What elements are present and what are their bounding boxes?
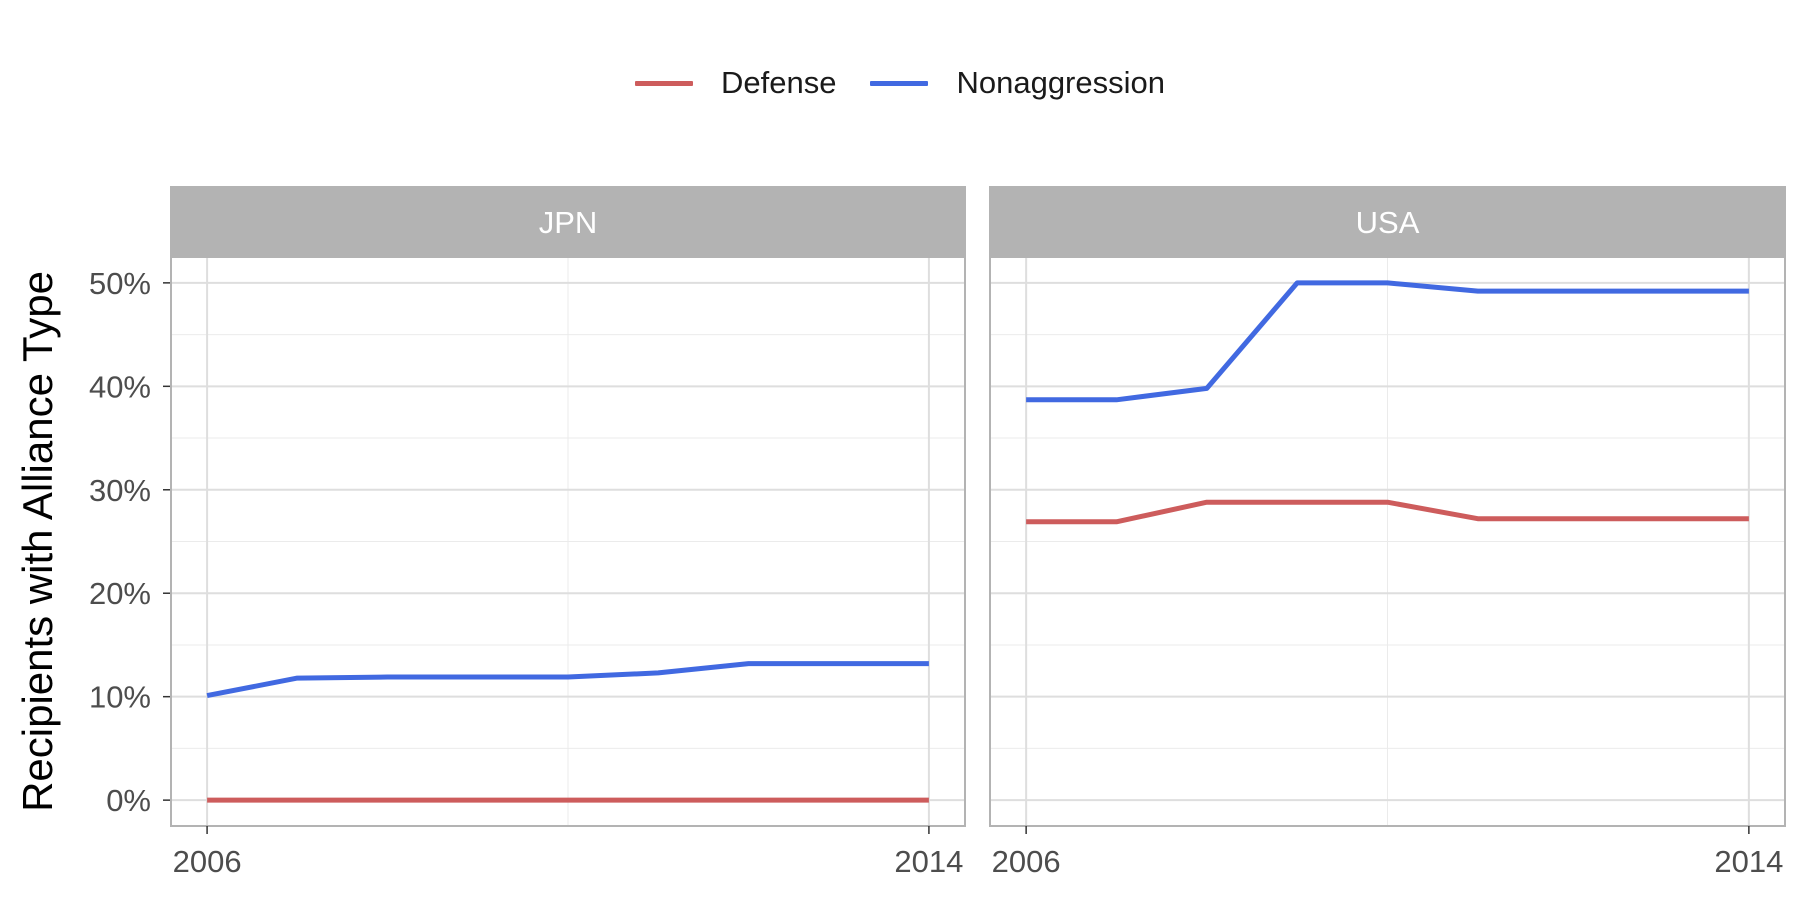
series-line-nonaggression bbox=[206, 661, 929, 699]
panel-usa: USA 2006 2014 bbox=[989, 186, 1786, 879]
x-tick-label: 2006 bbox=[173, 844, 242, 879]
series-line-nonaggression bbox=[1026, 280, 1749, 403]
y-tick-label: 40% bbox=[89, 369, 151, 404]
x-tick-label: 2014 bbox=[894, 844, 963, 879]
legend: Defense Nonaggression bbox=[0, 58, 1800, 108]
panel-jpn: JPN 2006 2014 bbox=[170, 186, 966, 879]
legend-item-defense: Defense bbox=[635, 65, 836, 101]
x-tick-label: 2006 bbox=[992, 844, 1061, 879]
legend-label-defense: Defense bbox=[721, 65, 837, 100]
x-tick-label: 2014 bbox=[1714, 844, 1783, 879]
y-tick-label: 50% bbox=[89, 266, 151, 301]
y-tick-label: 30% bbox=[89, 473, 151, 508]
y-tick-label: 20% bbox=[89, 576, 151, 611]
facet-strip-label: USA bbox=[1356, 205, 1420, 240]
facet-strip bbox=[170, 186, 966, 258]
series-line-defense bbox=[1026, 499, 1749, 525]
legend-item-nonaggression: Nonaggression bbox=[870, 65, 1165, 101]
legend-key-nonaggression bbox=[870, 80, 929, 86]
y-tick-label: 10% bbox=[89, 680, 151, 715]
legend-label-nonaggression: Nonaggression bbox=[956, 65, 1165, 100]
y-axis-title: Recipients with Alliance Type bbox=[14, 271, 61, 812]
y-tick-label: 0% bbox=[106, 783, 151, 818]
legend-key-defense bbox=[635, 80, 693, 86]
facet-strip bbox=[989, 186, 1786, 258]
facet-strip-label: JPN bbox=[539, 205, 598, 240]
